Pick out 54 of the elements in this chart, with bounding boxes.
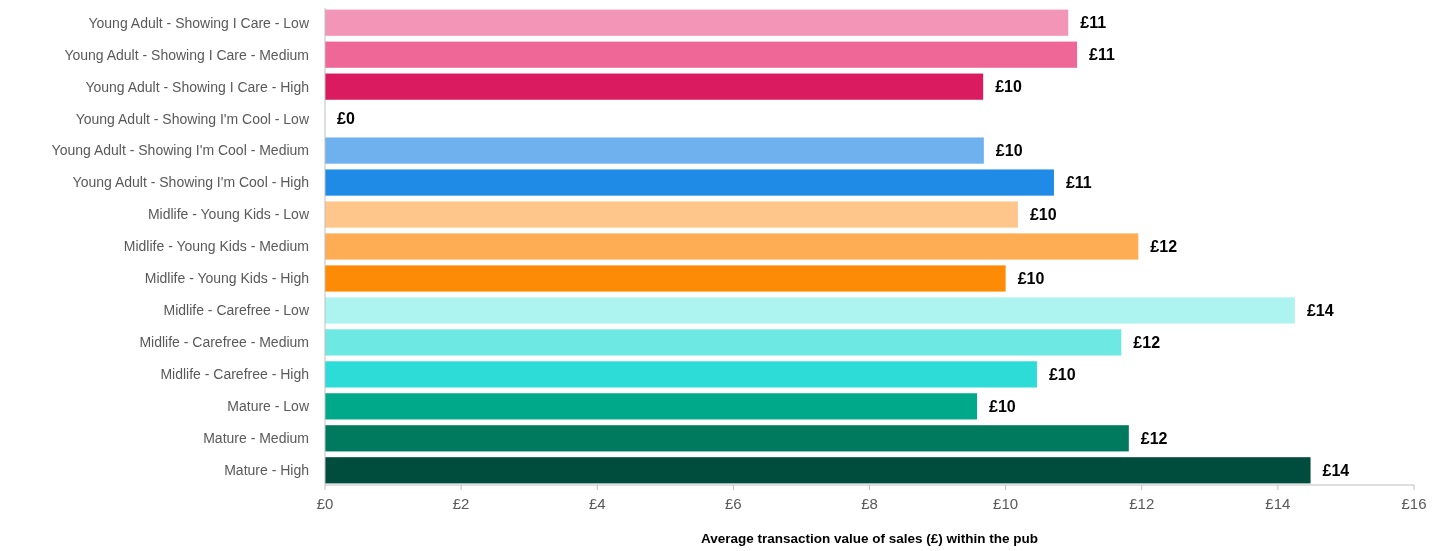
y-tick-label: Mature - Low	[227, 398, 310, 415]
y-tick-label: Midlife - Young Kids - Low	[147, 206, 310, 223]
y-tick-label: Midlife - Young Kids - High	[144, 270, 309, 287]
x-axis-title: Average transaction value of sales (£) within the pub	[700, 531, 1039, 546]
data-label: £10	[1017, 270, 1045, 288]
bar	[325, 169, 1054, 196]
bar	[325, 9, 1069, 36]
data-label: £10	[995, 78, 1022, 96]
data-label: £10	[1029, 206, 1057, 224]
y-tick-label: Young Adult - Showing I'm Cool - Low	[75, 110, 310, 127]
x-tick-label: £2	[452, 495, 470, 512]
bar	[325, 73, 984, 100]
y-tick-label: Young Adult - Showing I Care - Low	[88, 14, 310, 31]
data-label: £14	[1322, 461, 1350, 479]
bar	[325, 329, 1122, 356]
y-tick-label: Young Adult - Showing I'm Cool - Medium	[51, 142, 309, 159]
data-label: £14	[1306, 302, 1334, 320]
bar	[325, 265, 1006, 292]
y-tick-label: Midlife - Young Kids - Medium	[123, 238, 309, 255]
data-label: £10	[995, 142, 1023, 160]
data-label: £10	[989, 397, 1016, 415]
data-label: £12	[1140, 429, 1168, 447]
data-label: £11	[1065, 174, 1092, 192]
x-tick-label: £0	[316, 495, 334, 512]
y-tick-label: Midlife - Carefree - Medium	[139, 334, 309, 351]
bar	[325, 361, 1037, 388]
x-tick-label: £14	[1265, 495, 1291, 512]
data-label: £0	[337, 110, 355, 128]
y-tick-label: Young Adult - Showing I'm Cool - High	[72, 174, 309, 191]
x-tick-label: £8	[861, 495, 878, 512]
data-label: £12	[1150, 238, 1178, 256]
y-tick-label: Mature - Medium	[203, 430, 309, 447]
bar	[325, 137, 984, 164]
x-tick-label: £12	[1129, 495, 1155, 512]
data-label: £10	[1048, 365, 1076, 383]
y-tick-label: Mature - High	[224, 462, 309, 479]
data-label: £11	[1089, 46, 1115, 64]
bar	[325, 393, 978, 420]
bar	[325, 233, 1139, 260]
y-tick-label: Midlife - Carefree - High	[160, 366, 309, 383]
bar	[325, 457, 1311, 484]
data-label: £12	[1133, 334, 1161, 352]
y-tick-label: Young Adult - Showing I Care - High	[85, 78, 309, 95]
x-tick-label: £4	[588, 495, 606, 512]
bar	[325, 425, 1129, 452]
x-tick-label: £10	[993, 495, 1019, 512]
bar	[325, 201, 1018, 228]
y-tick-label: Midlife - Carefree - Low	[163, 302, 310, 319]
bar	[325, 297, 1295, 324]
data-label: £11	[1080, 14, 1107, 32]
x-tick-label: £16	[1401, 495, 1427, 512]
y-tick-label: Young Adult - Showing I Care - Medium	[64, 46, 309, 63]
x-tick-label: £6	[725, 495, 742, 512]
bar	[325, 41, 1078, 68]
